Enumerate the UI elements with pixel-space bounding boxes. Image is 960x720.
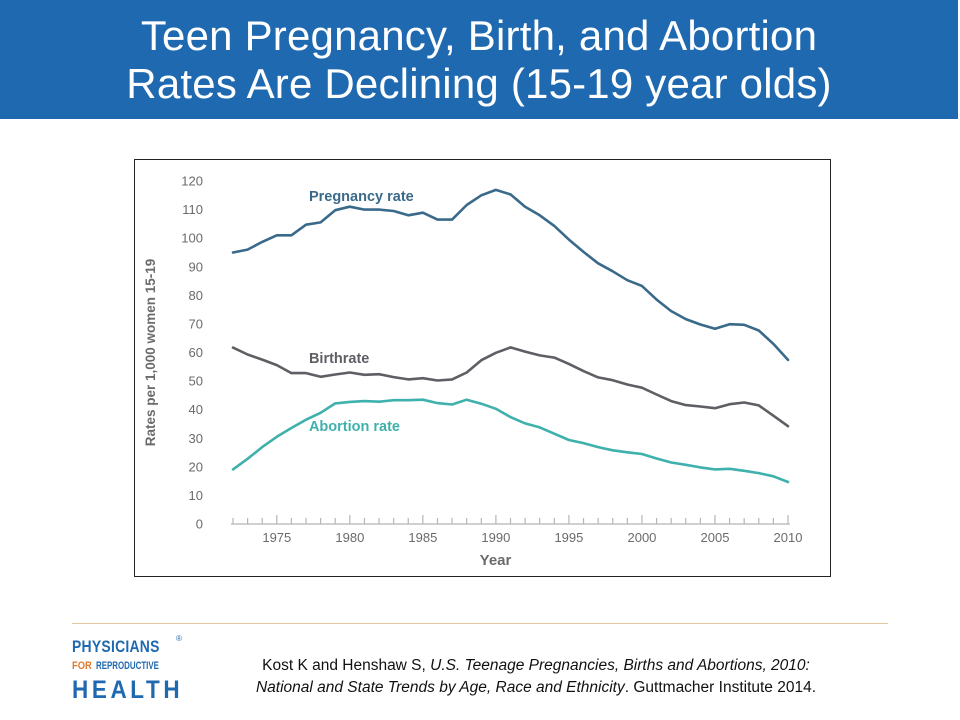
x-tick-label: 2005 xyxy=(701,530,730,545)
registered-mark: ® xyxy=(176,634,182,643)
footer-divider xyxy=(72,623,888,624)
logo-text-health: HEALTH xyxy=(72,676,184,704)
slide-title-line-2: Rates Are Declining (15-19 year olds) xyxy=(126,59,832,107)
y-tick-label: 100 xyxy=(181,231,203,246)
y-tick-label: 20 xyxy=(189,459,203,474)
x-axis-label: Year xyxy=(480,552,512,569)
title-bar: Teen Pregnancy, Birth, and Abortion Rate… xyxy=(0,0,958,119)
logo-text-for: FOR xyxy=(72,660,92,672)
citation-title-part-1: U.S. Teenage Pregnancies, Births and Abo… xyxy=(430,657,810,674)
x-tick-label: 1975 xyxy=(262,530,291,545)
y-tick-label: 10 xyxy=(189,488,203,503)
chart-annotations: Pregnancy rate Birthrate Abortion rate xyxy=(309,189,414,435)
chart-series-lines xyxy=(231,188,790,484)
y-tick-label: 0 xyxy=(196,517,203,532)
x-tick-label: 1985 xyxy=(408,530,437,545)
abortion-rate-line xyxy=(231,398,790,484)
logo-text-physicians: PHYSICIANS xyxy=(72,637,160,656)
x-tick-label: 1990 xyxy=(481,530,510,545)
y-tick-label: 70 xyxy=(189,316,203,331)
y-tick-label: 60 xyxy=(189,345,203,360)
y-tick-label: 120 xyxy=(181,174,203,189)
y-tick-label: 80 xyxy=(189,288,203,303)
citation-publisher: . Guttmacher Institute 2014. xyxy=(624,679,817,696)
x-tick-label: 1980 xyxy=(335,530,364,545)
y-axis-label: Rates per 1,000 women 15-19 xyxy=(143,259,158,447)
logo-text-reproductive: REPRODUCTIVE xyxy=(96,660,159,672)
chart-axes: 0 10 20 30 40 50 60 70 80 90 100 110 120 Rates per 1,… xyxy=(143,174,802,570)
abortion-rate-label: Abortion rate xyxy=(309,419,400,435)
y-tick-label: 90 xyxy=(189,259,203,274)
y-tick-label: 50 xyxy=(189,374,203,389)
x-tick-label: 1995 xyxy=(554,530,583,545)
citation-title-part-2: National and State Trends by Age, Race a… xyxy=(255,679,625,696)
slide-title-line-1: Teen Pregnancy, Birth, and Abortion xyxy=(140,11,818,59)
source-citation: Kost K and Henshaw S, U.S. Teenage Pregn… xyxy=(186,655,886,699)
chart-frame: 0 10 20 30 40 50 60 70 80 90 100 110 120 Rates per 1,… xyxy=(134,159,831,577)
y-tick-label: 30 xyxy=(189,431,203,446)
line-chart: 0 10 20 30 40 50 60 70 80 90 100 110 120 Rates per 1,… xyxy=(143,174,802,570)
pregnancy-rate-label: Pregnancy rate xyxy=(309,189,414,205)
y-tick-label: 40 xyxy=(189,402,203,417)
x-tick-label: 2000 xyxy=(627,530,656,545)
x-tick-label: 2010 xyxy=(774,530,803,545)
prh-logo: PHYSICIANS FOR REPRODUCTIVE HEALTH ® xyxy=(72,634,182,707)
citation-authors: Kost K and Henshaw S, xyxy=(262,657,431,674)
birthrate-line xyxy=(231,346,790,428)
y-tick-label: 110 xyxy=(182,202,203,217)
pregnancy-rate-line xyxy=(231,188,790,362)
birthrate-label: Birthrate xyxy=(309,351,369,367)
